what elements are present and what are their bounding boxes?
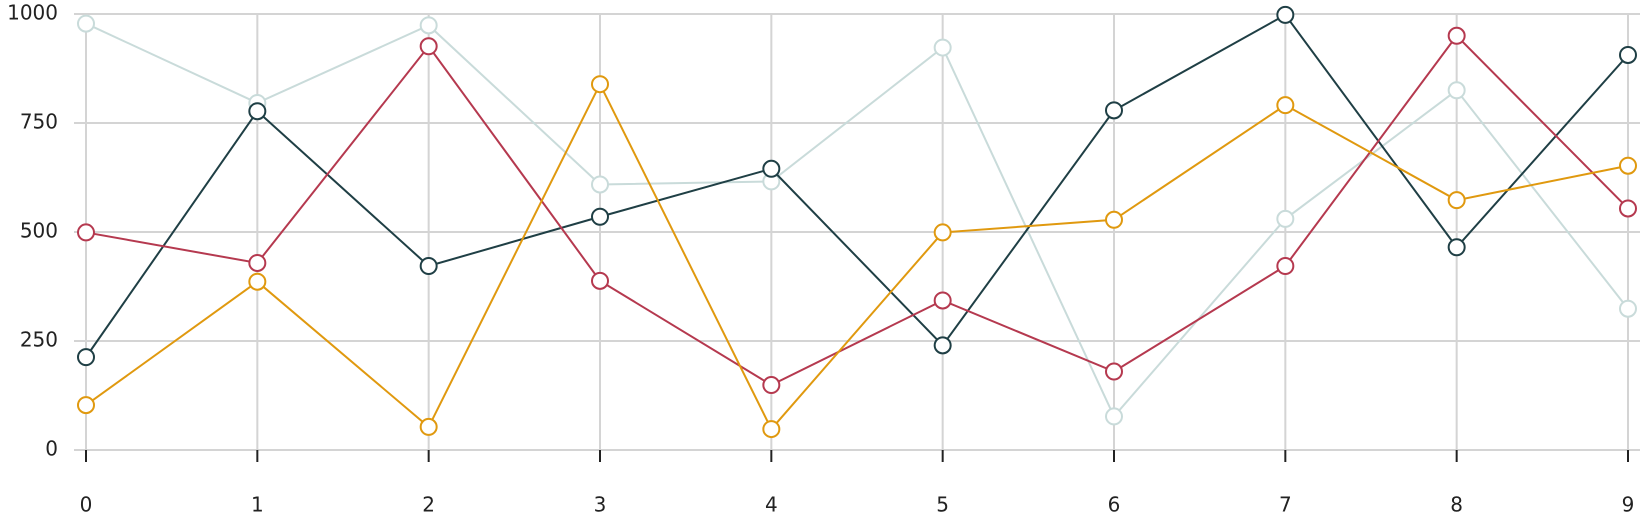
x-tick-label: 2	[422, 493, 435, 517]
y-tick-label: 0	[45, 437, 58, 461]
data-point	[77, 223, 95, 242]
data-point	[248, 102, 267, 121]
data-point	[248, 272, 267, 291]
data-point	[1447, 26, 1466, 45]
series-line	[85, 22, 1629, 419]
y-tick-label: 1000	[7, 1, 58, 25]
data-point	[1447, 191, 1466, 210]
data-point	[933, 291, 952, 310]
x-tick-label: 4	[765, 493, 778, 517]
data-point	[77, 348, 95, 367]
data-point	[1105, 210, 1123, 229]
data-point	[419, 257, 438, 276]
data-point	[933, 223, 952, 242]
y-tick-label: 250	[20, 328, 58, 352]
data-point	[1105, 362, 1123, 381]
data-point	[1619, 45, 1637, 64]
data-point	[933, 38, 952, 57]
x-tick-label: 8	[1450, 493, 1463, 517]
data-point	[1447, 81, 1466, 100]
data-point	[762, 159, 781, 178]
data-point	[933, 336, 952, 355]
data-point	[1276, 257, 1295, 276]
data-point	[591, 75, 609, 94]
x-tick-label: 3	[594, 493, 607, 517]
x-tick-label: 5	[936, 493, 949, 517]
data-point	[1619, 156, 1637, 175]
y-tick-label: 750	[20, 110, 58, 134]
data-point	[248, 253, 267, 272]
data-point	[591, 271, 609, 290]
data-point	[591, 207, 609, 226]
data-point	[591, 175, 609, 194]
x-tick-label: 7	[1279, 493, 1292, 517]
series-line	[85, 13, 1629, 358]
data-point	[1105, 407, 1123, 426]
data-point	[1276, 5, 1295, 24]
data-point	[419, 417, 438, 436]
y-tick-label: 500	[20, 219, 58, 243]
data-point	[1619, 199, 1637, 218]
x-tick-label: 9	[1622, 493, 1635, 517]
x-tick-label: 0	[80, 493, 93, 517]
x-tick-label: 6	[1108, 493, 1121, 517]
data-point	[762, 420, 781, 439]
x-tick-label: 1	[251, 493, 264, 517]
data-point	[1619, 299, 1637, 318]
data-point	[77, 396, 95, 415]
data-point	[1447, 238, 1466, 257]
data-point	[419, 37, 438, 56]
series-line	[85, 81, 1629, 431]
data-point	[77, 14, 95, 33]
data-point	[1105, 101, 1123, 120]
data-point	[762, 376, 781, 395]
data-point	[1276, 209, 1295, 228]
series-line	[85, 34, 1629, 387]
data-point	[1276, 96, 1295, 115]
data-point	[419, 16, 438, 35]
